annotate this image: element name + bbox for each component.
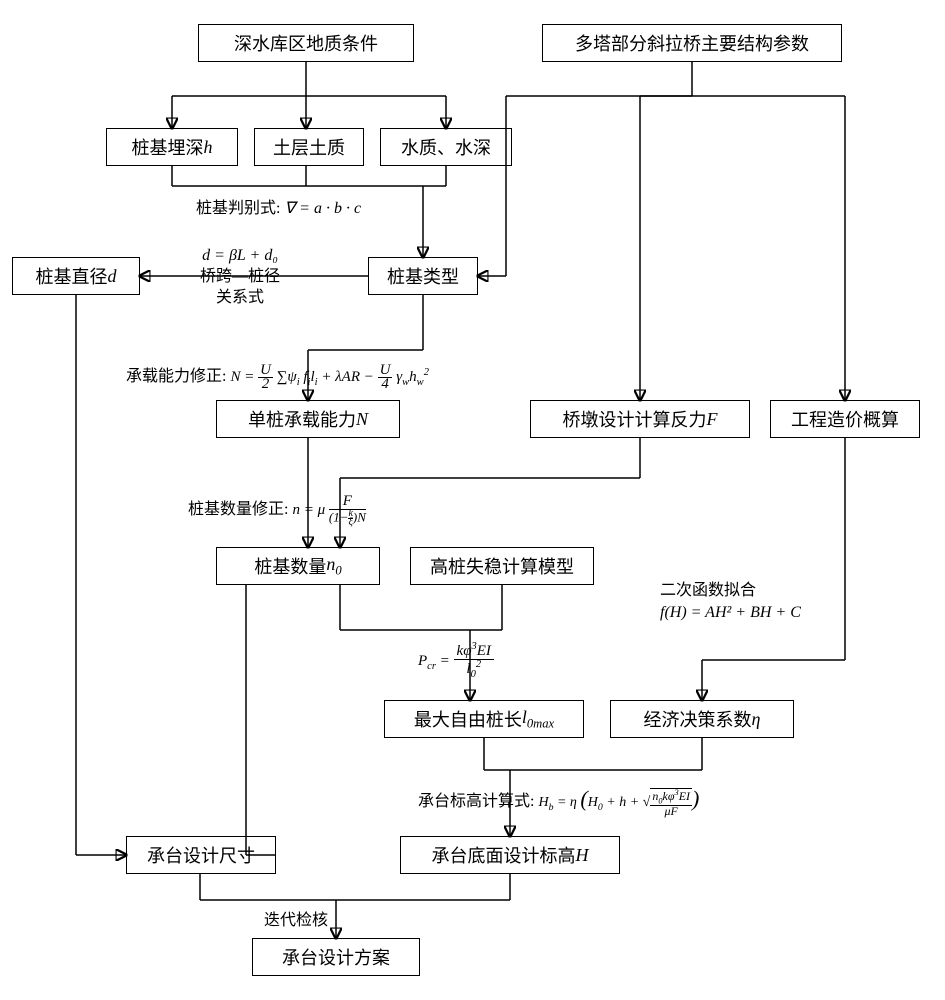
txt: 承台底面设计标高: [432, 842, 576, 868]
var: η: [752, 709, 761, 730]
node-pile-type: 桩基类型: [368, 257, 478, 295]
var: d: [108, 266, 117, 287]
var: n0: [326, 554, 341, 579]
txt: 多塔部分斜拉桥主要结构参数: [575, 30, 809, 56]
label-elevation-formula: 承台标高计算式: Hb = η (H0 + h + √n0kφ3EIμF): [418, 786, 699, 817]
node-pile-count: 桩基数量 n0: [216, 547, 380, 585]
var: F: [707, 409, 718, 430]
label-pcr-formula: Pcr = kφ3EIl02: [418, 642, 494, 681]
txt: 桩基埋深: [132, 134, 204, 160]
txt: 桩基直径: [36, 263, 108, 289]
txt: 桩基类型: [387, 263, 459, 289]
node-instability-model: 高桩失稳计算模型: [410, 547, 594, 585]
node-bridge-params: 多塔部分斜拉桥主要结构参数: [542, 24, 842, 62]
var: l0max: [522, 707, 554, 732]
txt: 高桩失稳计算模型: [430, 553, 574, 579]
node-soil: 土层土质: [254, 128, 364, 166]
var: h: [204, 137, 213, 158]
txt: 承台设计尺寸: [147, 842, 255, 868]
node-cap-dimensions: 承台设计尺寸: [126, 836, 276, 874]
node-cost-estimate: 工程造价概算: [770, 400, 920, 438]
node-pile-diameter: 桩基直径 d: [12, 257, 140, 295]
txt: 深水库区地质条件: [234, 30, 378, 56]
txt: 土层土质: [273, 134, 345, 160]
label-capacity-correction: 承载能力修正: N = U2 ∑ψi fili + λAR − U4 γwhw2: [126, 362, 429, 392]
label-quadratic-fit: 二次函数拟合 f(H) = AH² + BH + C: [660, 580, 801, 625]
txt: 最大自由桩长: [414, 706, 522, 732]
node-cap-design: 承台设计方案: [252, 938, 420, 976]
label-discriminant: 桩基判别式: ∇ = a · b · c: [196, 194, 361, 218]
label-count-correction: 桩基数量修正: n = μ F(1−kξ)N: [188, 494, 366, 527]
txt: 承台设计方案: [282, 944, 390, 970]
txt: 单桩承载能力: [248, 406, 356, 432]
txt: 经济决策系数: [644, 706, 752, 732]
var: N: [356, 409, 368, 430]
txt: 桥墩设计计算反力: [563, 406, 707, 432]
txt: 水质、水深: [401, 134, 491, 160]
txt: 工程造价概算: [791, 406, 899, 432]
node-geology: 深水库区地质条件: [198, 24, 414, 62]
node-water: 水质、水深: [380, 128, 512, 166]
node-pier-reaction: 桥墩设计计算反力 F: [530, 400, 750, 438]
txt: 桩基数量: [254, 553, 326, 579]
node-cap-elevation: 承台底面设计标高 H: [400, 836, 620, 874]
var: H: [576, 845, 589, 866]
node-max-free-length: 最大自由桩长 l0max: [384, 700, 584, 738]
label-iterate: 迭代检核: [264, 906, 328, 930]
node-economic-coeff: 经济决策系数 η: [610, 700, 794, 738]
node-pile-depth: 桩基埋深 h: [106, 128, 238, 166]
node-single-pile-capacity: 单桩承载能力 N: [216, 400, 400, 438]
label-span-diameter: d = βL + d₀ 桥跨—桩径 关系式: [200, 246, 280, 308]
